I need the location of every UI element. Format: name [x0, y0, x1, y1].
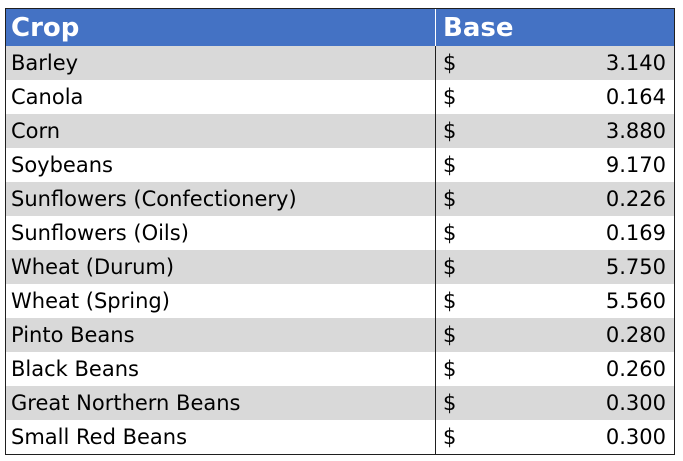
crop-name-cell[interactable]: Corn — [6, 114, 436, 148]
base-price-cell[interactable]: $5.750 — [436, 250, 674, 284]
currency-symbol: $ — [443, 391, 457, 415]
base-price-value: 0.300 — [605, 391, 666, 415]
crop-name-cell[interactable]: Barley — [6, 46, 436, 80]
base-price-cell[interactable]: $0.169 — [436, 216, 674, 250]
base-price-value: 0.164 — [605, 85, 666, 109]
currency-symbol: $ — [443, 357, 457, 381]
crop-name-cell[interactable]: Sunflowers (Oils) — [6, 216, 436, 250]
crop-name-cell[interactable]: Pinto Beans — [6, 318, 436, 352]
table-row[interactable]: Barley $3.140 — [6, 46, 674, 80]
crop-name-cell[interactable]: Sunflowers (Confectionery) — [6, 182, 436, 216]
base-price-cell[interactable]: $3.880 — [436, 114, 674, 148]
base-price-value: 3.880 — [605, 119, 666, 143]
currency-symbol: $ — [443, 221, 457, 245]
currency-symbol: $ — [443, 51, 457, 75]
base-column-header[interactable]: Base — [443, 12, 514, 43]
base-price-value: 5.750 — [605, 255, 666, 279]
table-row[interactable]: Small Red Beans $0.300 — [6, 420, 674, 454]
base-price-cell[interactable]: $0.164 — [436, 80, 674, 114]
base-price-cell[interactable]: $0.280 — [436, 318, 674, 352]
table-row[interactable]: Soybeans $9.170 — [6, 148, 674, 182]
base-price-cell[interactable]: $0.300 — [436, 386, 674, 420]
currency-symbol: $ — [443, 187, 457, 211]
table-row[interactable]: Corn $3.880 — [6, 114, 674, 148]
currency-symbol: $ — [443, 153, 457, 177]
table-body: Barley $3.140 Canola $0.164 Corn $3.880 Soybea… — [6, 46, 674, 454]
crop-name-cell[interactable]: Soybeans — [6, 148, 436, 182]
table-row[interactable]: Wheat (Spring) $5.560 — [6, 284, 674, 318]
crop-name-cell[interactable]: Great Northern Beans — [6, 386, 436, 420]
currency-symbol: $ — [443, 425, 457, 449]
crop-name-cell[interactable]: Canola — [6, 80, 436, 114]
base-price-cell[interactable]: $9.170 — [436, 148, 674, 182]
table-row[interactable]: Wheat (Durum) $5.750 — [6, 250, 674, 284]
crop-name-cell[interactable]: Small Red Beans — [6, 420, 436, 454]
base-price-value: 3.140 — [605, 51, 666, 75]
base-price-value: 9.170 — [605, 153, 666, 177]
currency-symbol: $ — [443, 119, 457, 143]
table-header-row: Crop Base — [6, 9, 674, 46]
table-row[interactable]: Canola $0.164 — [6, 80, 674, 114]
base-price-value: 0.169 — [605, 221, 666, 245]
table-row[interactable]: Great Northern Beans $0.300 — [6, 386, 674, 420]
table-row[interactable]: Pinto Beans $0.280 — [6, 318, 674, 352]
crop-name-cell[interactable]: Wheat (Spring) — [6, 284, 436, 318]
crop-column-header[interactable]: Crop — [6, 9, 436, 46]
currency-symbol: $ — [443, 85, 457, 109]
base-price-cell[interactable]: $5.560 — [436, 284, 674, 318]
base-price-value: 0.280 — [605, 323, 666, 347]
base-price-cell[interactable]: $0.260 — [436, 352, 674, 386]
crop-name-cell[interactable]: Wheat (Durum) — [6, 250, 436, 284]
crop-name-cell[interactable]: Black Beans — [6, 352, 436, 386]
base-price-cell[interactable]: $3.140 — [436, 46, 674, 80]
base-price-value: 0.260 — [605, 357, 666, 381]
table-row[interactable]: Sunflowers (Confectionery) $0.226 — [6, 182, 674, 216]
base-price-value: 0.300 — [605, 425, 666, 449]
currency-symbol: $ — [443, 289, 457, 313]
base-price-value: 5.560 — [605, 289, 666, 313]
base-price-value: 0.226 — [605, 187, 666, 211]
base-price-cell[interactable]: $0.300 — [436, 420, 674, 454]
crop-base-table: Crop Base Barley $3.140 Canola $0.164 Corn $3… — [5, 8, 675, 455]
table-row[interactable]: Sunflowers (Oils) $0.169 — [6, 216, 674, 250]
table-row[interactable]: Black Beans $0.260 — [6, 352, 674, 386]
base-price-cell[interactable]: $0.226 — [436, 182, 674, 216]
currency-symbol: $ — [443, 255, 457, 279]
currency-symbol: $ — [443, 323, 457, 347]
